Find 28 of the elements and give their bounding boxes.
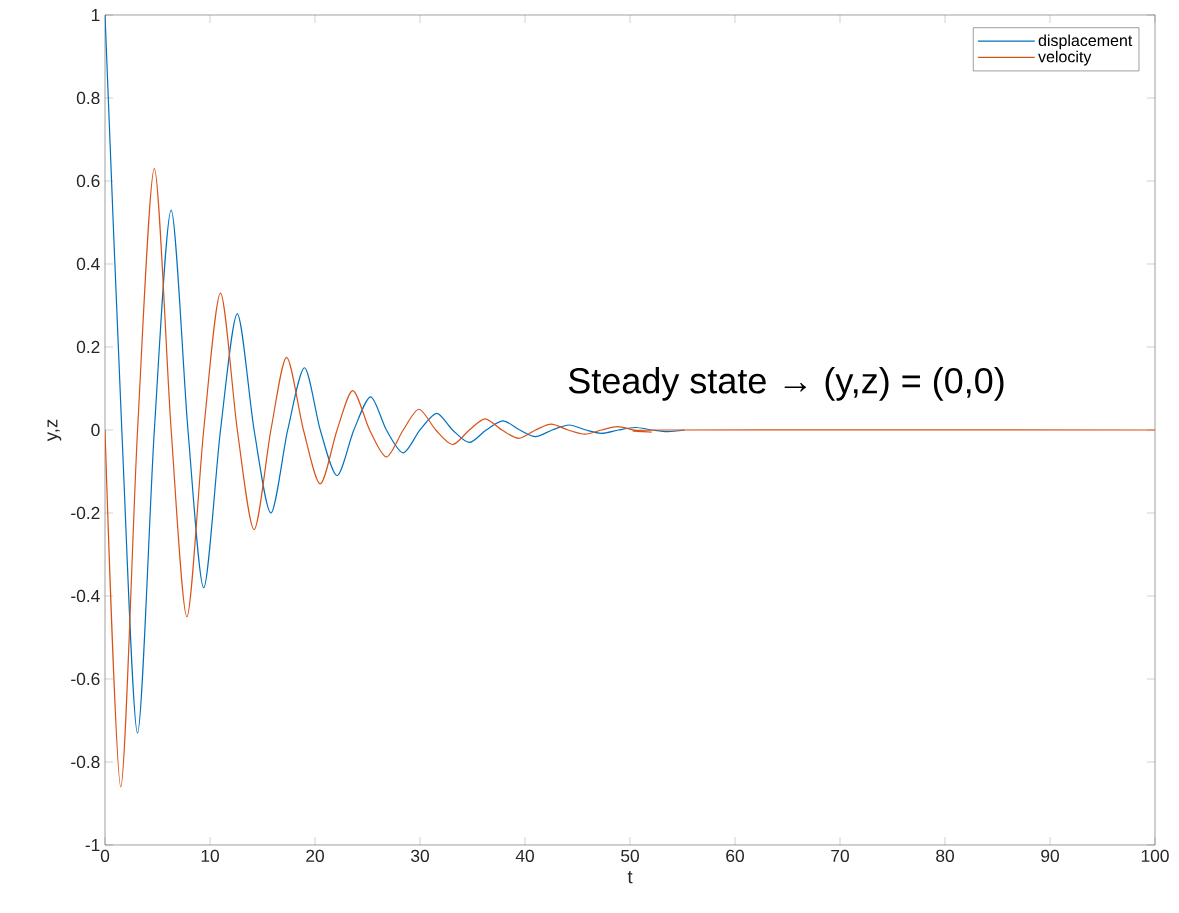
legend-label: displacement [1038, 34, 1133, 50]
x-tick-label: 10 [201, 849, 219, 862]
x-tick-label: 50 [621, 849, 639, 862]
x-tick-label: 90 [1041, 849, 1059, 862]
x-tick-label: 30 [411, 849, 429, 862]
line-series [105, 167, 1155, 788]
y-tick-label: -0.6 [71, 672, 100, 686]
y-tick-label: -0.4 [71, 589, 100, 603]
x-tick-label: 20 [306, 849, 324, 862]
x-tick-label: 60 [726, 849, 744, 862]
y-tick-label: 0.4 [76, 257, 100, 271]
y-tick-label: 0.2 [76, 340, 100, 354]
x-tick-label: 0 [100, 849, 110, 862]
x-tick-label: 80 [936, 849, 954, 862]
y-tick-label: -0.8 [71, 755, 100, 769]
y-tick-label: -1 [85, 839, 100, 851]
y-tick-label: -0.2 [71, 506, 100, 520]
x-tick-label: 40 [515, 849, 534, 862]
y-axis-title: y,z [47, 419, 62, 442]
y-tick-label: 0 [91, 423, 100, 437]
x-tick-label: 70 [831, 849, 849, 862]
annotation: Steady state → (y,z) = (0,0) [568, 367, 1004, 401]
y-tick-label: 0.6 [76, 174, 100, 188]
x-axis-title: t [627, 871, 633, 884]
y-tick-label: 1 [91, 9, 100, 21]
x-tick-label: 100 [1141, 849, 1169, 862]
legend-label: velocity [1038, 50, 1092, 66]
y-tick-label: 0.8 [76, 91, 100, 105]
